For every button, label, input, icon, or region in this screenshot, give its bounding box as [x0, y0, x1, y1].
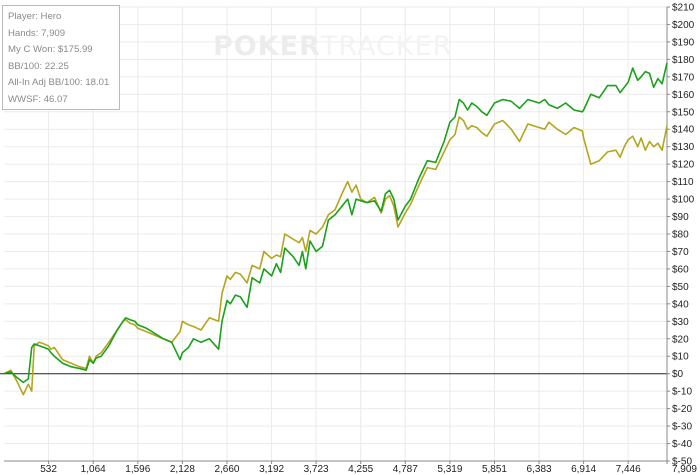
legend-hands: Hands: 7,909	[8, 27, 66, 39]
y-tick-label: $-30	[672, 422, 692, 433]
series-lines	[3, 62, 668, 396]
y-tick-label: $180	[672, 55, 695, 66]
x-tick-label: 5,319	[437, 464, 462, 475]
watermark-part1: POKER	[213, 31, 321, 62]
y-tick-label: $60	[672, 264, 689, 275]
series-line-1	[3, 62, 668, 384]
legend-bb100: BB/100: 22.25	[8, 60, 69, 72]
x-tick-label: 4,255	[348, 464, 373, 475]
legend-wwsf: WWSF: 46.07	[8, 93, 68, 105]
legend-allin-adj-bb100: All-In Adj BB/100: 18.01	[8, 77, 110, 89]
x-tick-label: 2,128	[170, 464, 195, 475]
y-tick-label: $-40	[672, 439, 692, 450]
y-tick-label: $160	[672, 90, 695, 101]
grid-lines	[4, 6, 668, 462]
y-tick-label: $0	[672, 369, 684, 380]
legend-player: Player: Hero	[8, 11, 62, 22]
y-tick-label: $140	[672, 125, 695, 136]
x-tick-labels: 532 1,064 1,596 2,128 2,660 3,192 3,723 4,255 4,…	[40, 461, 697, 475]
y-tick-label: $100	[672, 195, 695, 206]
y-tick-labels: $-50 $-40 $-30 $-20 $-10 $0 $10 $20 $30 $40 $50 $60…	[667, 3, 695, 468]
x-tick-label: 4,787	[393, 464, 418, 475]
x-tick-label: 1,596	[125, 464, 150, 475]
x-tick-label: 3,723	[304, 464, 329, 475]
pokertracker-watermark: POKERTRACKER	[213, 31, 452, 62]
x-tick-label: 6,914	[571, 464, 596, 475]
y-tick-label: $-50	[672, 457, 692, 468]
x-tick-label: 532	[40, 464, 57, 475]
y-tick-label: $80	[672, 230, 689, 241]
x-tick-label: 3,192	[259, 464, 284, 475]
y-tick-label: $110	[672, 177, 694, 188]
y-tick-label: $50	[672, 282, 689, 293]
y-tick-label: $-10	[672, 387, 692, 398]
y-tick-label: $30	[672, 317, 689, 328]
series-line-2	[3, 116, 668, 396]
y-tick-label: $170	[672, 72, 695, 83]
stats-legend: Player: Hero Hands: 7,909 My C Won: $175…	[2, 5, 120, 110]
x-tick-label: 5,851	[482, 464, 507, 475]
x-tick-label: 7,446	[616, 464, 641, 475]
y-tick-label: $130	[672, 142, 695, 153]
watermark-part2: TRACKER	[320, 31, 453, 62]
y-tick-label: $20	[672, 334, 689, 345]
y-tick-label: $90	[672, 212, 689, 223]
x-tick-label: 7,909	[672, 464, 697, 475]
x-tick-label: 6,383	[527, 464, 552, 475]
x-tick-label: 1,064	[81, 464, 106, 475]
y-tick-label: $150	[672, 107, 695, 118]
y-tick-label: $120	[672, 160, 695, 171]
y-tick-label: $190	[672, 37, 695, 48]
y-tick-label: $210	[672, 3, 695, 14]
y-tick-label: $200	[672, 20, 695, 31]
x-tick-label: 2,660	[214, 464, 239, 475]
y-tick-label: $-20	[672, 404, 692, 415]
y-tick-label: $70	[672, 247, 689, 258]
legend-my-c-won: My C Won: $175.99	[8, 44, 93, 56]
y-tick-label: $10	[672, 352, 689, 363]
y-tick-label: $40	[672, 299, 689, 310]
